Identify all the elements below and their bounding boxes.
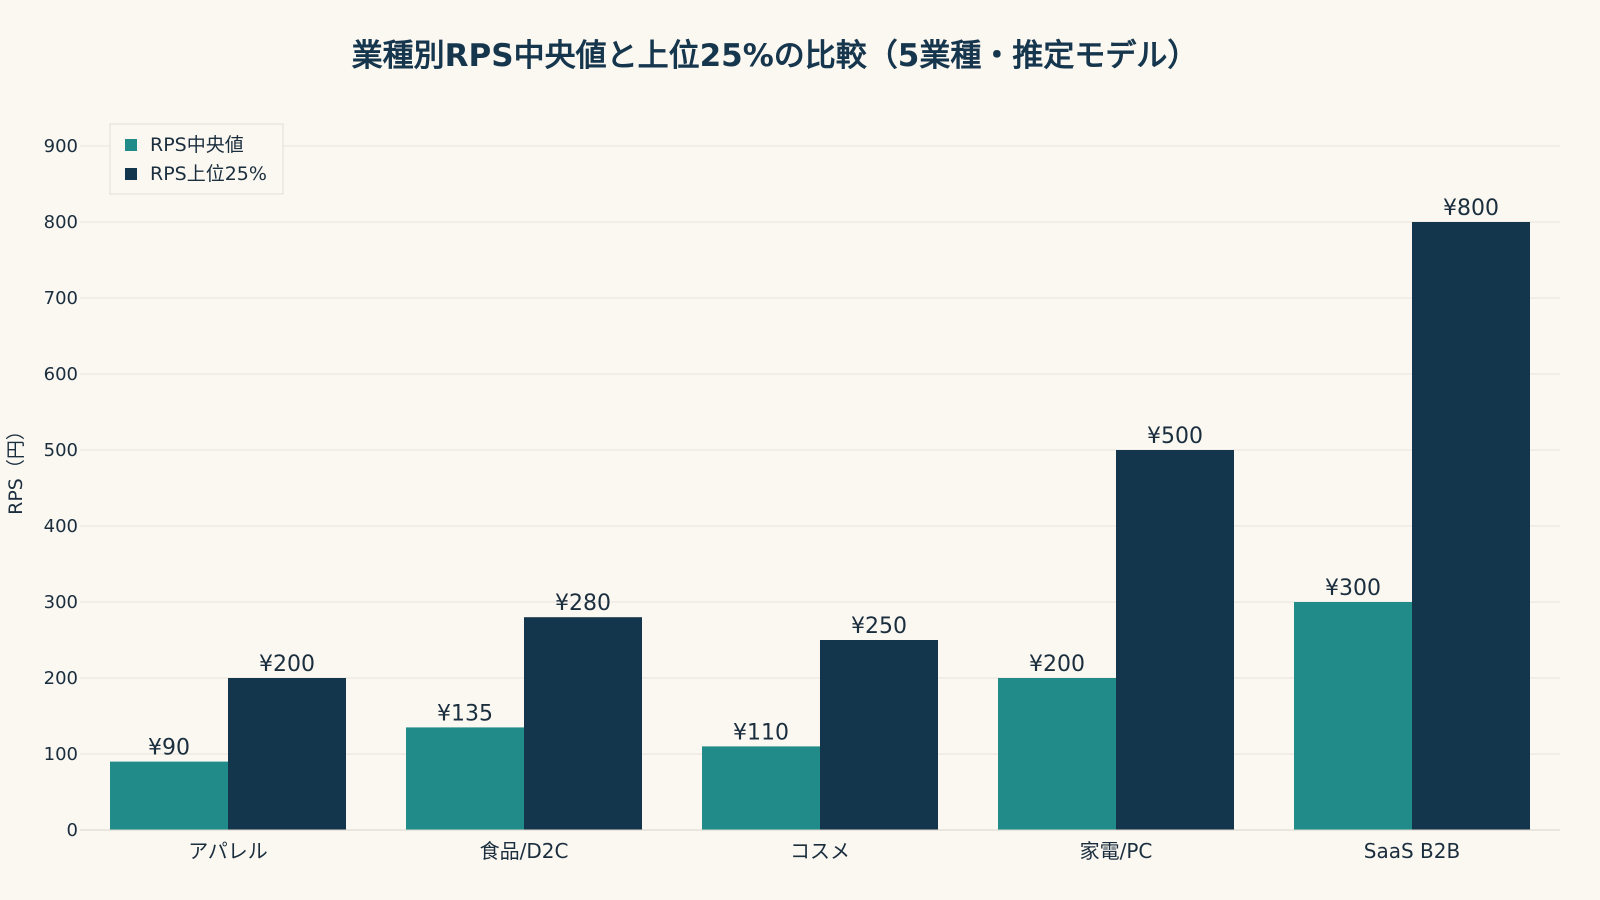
axes: 0 100 200 300 400 500 600 700 800 900 アパレル 食品/D2C コス… [44, 136, 1560, 863]
y-tick-label: 700 [44, 288, 78, 309]
bar-top25 [1116, 450, 1234, 830]
bar-median [1294, 602, 1412, 830]
legend-box [109, 123, 284, 195]
bar-value-label: ¥90 [148, 736, 190, 761]
y-axis-label: RPS（円） [5, 421, 27, 515]
bar-value-label: ¥300 [1325, 576, 1381, 601]
y-tick-label: 0 [67, 820, 78, 841]
x-tick-label: アパレル [188, 839, 268, 863]
bar-value-label: ¥500 [1147, 424, 1203, 449]
bars [110, 222, 1530, 830]
legend-label: RPS中央値 [150, 134, 244, 156]
bar-value-label: ¥200 [1029, 652, 1085, 677]
y-tick-label: 200 [44, 668, 78, 689]
bar-top25 [1412, 222, 1530, 830]
y-tick-label: 400 [44, 516, 78, 537]
legend-label: RPS上位25% [150, 163, 267, 185]
x-tick-label: コスメ [790, 839, 850, 863]
bar-median [702, 746, 820, 830]
x-tick-label: 食品/D2C [480, 839, 569, 863]
x-tick-label: SaaS B2B [1364, 839, 1460, 863]
y-tick-label: 800 [44, 212, 78, 233]
bar-median [110, 761, 228, 830]
bar-value-label: ¥250 [851, 614, 907, 639]
bar-top25 [820, 640, 938, 830]
x-tick-label: 家電/PC [1080, 839, 1153, 863]
bar-value-label: ¥200 [259, 652, 315, 677]
bar-value-label: ¥135 [437, 701, 493, 726]
y-tick-label: 300 [44, 592, 78, 613]
bar-median [406, 727, 524, 830]
bar-top25 [524, 617, 642, 830]
bar-value-label: ¥280 [555, 591, 611, 616]
y-tick-label: 100 [44, 744, 78, 765]
y-tick-label: 900 [44, 136, 78, 157]
bar-median [998, 678, 1116, 830]
value-labels: ¥90 ¥200 ¥135 ¥280 ¥110 ¥250 ¥200 ¥500 ¥300 ¥800 [148, 196, 1499, 761]
legend: RPS中央値 RPS上位25% [109, 123, 284, 195]
bar-top25 [228, 678, 346, 830]
bar-value-label: ¥800 [1443, 196, 1499, 221]
legend-swatch [125, 139, 137, 151]
chart-title: 業種別RPS中央値と上位25%の比較（5業種・推定モデル） [352, 38, 1199, 74]
y-tick-label: 500 [44, 440, 78, 461]
bar-value-label: ¥110 [733, 720, 789, 745]
y-tick-label: 600 [44, 364, 78, 385]
legend-swatch [125, 168, 137, 180]
